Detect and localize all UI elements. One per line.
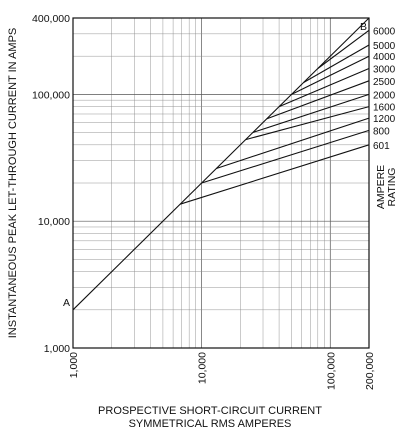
rating-label: 3000 <box>373 64 396 75</box>
rating-curve-4000 <box>291 55 370 95</box>
rating-label: 601 <box>373 141 390 152</box>
y-tick-label: 1,000 <box>44 343 70 355</box>
x-axis-title-line2: SYMMETRICAL RMS AMPERES <box>129 418 292 430</box>
y-axis-title: INSTANTANEOUS PEAK LET-THROUGH CURRENT I… <box>7 28 19 339</box>
rating-curve-5000 <box>303 44 370 83</box>
rating-curve-2500 <box>266 80 370 120</box>
rating-title-word: RATING <box>386 168 398 207</box>
rating-label: 2500 <box>373 77 396 88</box>
rating-curve-1600 <box>245 106 370 141</box>
rating-label: 800 <box>373 126 390 137</box>
rating-label: 6000 <box>373 26 396 37</box>
rating-curve-3000 <box>278 67 370 108</box>
grid <box>73 18 369 348</box>
plot-frame <box>72 17 370 349</box>
rating-label: 1600 <box>373 103 396 114</box>
curves <box>72 17 370 311</box>
rating-curve-1200 <box>216 117 370 170</box>
rating-curve-601 <box>179 144 370 205</box>
rating-label: 1200 <box>373 114 396 125</box>
x-tick-label: 100,000 <box>325 352 337 390</box>
rating-label: 5000 <box>373 41 396 52</box>
rating-title-word: AMPERE <box>375 165 387 209</box>
label-point-b: B <box>360 21 367 33</box>
label-point-a: A <box>63 297 70 309</box>
y-tick-label: 100,000 <box>32 89 70 101</box>
rating-curve-2000 <box>252 93 370 134</box>
rating-curve-800 <box>201 129 370 184</box>
rating-label: 4000 <box>373 52 396 63</box>
x-tick-label: 200,000 <box>364 352 376 390</box>
rating-curve-6000 <box>317 29 370 69</box>
y-tick-label: 400,000 <box>32 13 70 25</box>
x-tick-label: 1,000 <box>68 352 80 378</box>
x-tick-label: 10,000 <box>197 352 209 384</box>
x-axis-title: PROSPECTIVE SHORT-CIRCUIT CURRENT <box>98 405 322 417</box>
tick-labels: 1,000 10,000 100,000 400,000 1,000 10,000 100,… <box>32 13 376 390</box>
y-tick-label: 10,000 <box>38 216 70 228</box>
rating-label: 2000 <box>373 90 396 101</box>
